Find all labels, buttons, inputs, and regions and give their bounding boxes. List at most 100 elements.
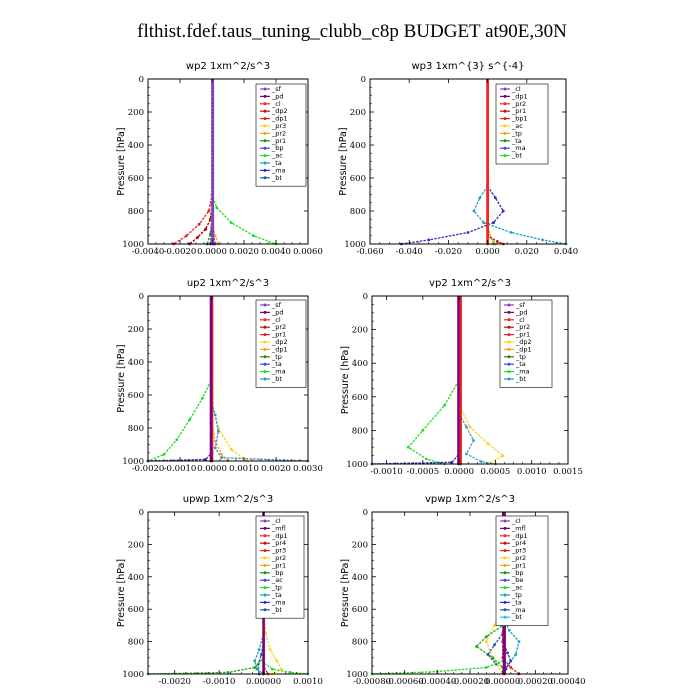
figure-title: flthist.fdef.taus_tuning_clubb_c8p BUDGE… [137, 21, 567, 42]
legend-marker [503, 556, 507, 560]
legend-marker [263, 377, 267, 381]
legend-marker [263, 526, 267, 530]
legend: _cl_dp1_pr2_pr1_bp1_ac_tp_ta_ma_bt [495, 83, 549, 165]
legend-entry: _bt [271, 174, 282, 182]
legend-entry: _tp [515, 353, 526, 361]
legend-marker [507, 355, 511, 359]
y-axis-label: Pressure [hPa] [338, 127, 349, 195]
legend-entry: _bp [271, 569, 284, 577]
legend-entry: _pr2 [511, 100, 526, 108]
legend-marker [507, 333, 511, 337]
legend-entry: _bp1 [511, 115, 528, 123]
legend-entry: _pr1 [511, 107, 526, 115]
legend-entry: _pr1 [271, 331, 286, 339]
data-point [264, 632, 268, 635]
x-tick-label: -0.0020 [158, 677, 191, 687]
legend-marker [263, 340, 267, 344]
y-tick-label: 0 [139, 508, 144, 518]
legend-marker [503, 534, 507, 538]
legend-entry: _pr2 [511, 554, 526, 562]
legend-marker [263, 318, 267, 322]
series-line [147, 296, 213, 462]
legend-marker [263, 549, 267, 553]
x-tick-label: -0.00060 [386, 677, 424, 687]
legend-marker [503, 94, 507, 98]
data-point [493, 643, 496, 647]
legend: _cl_mfl_dp1_pr4_pr3_pr2_pr1_bp_ac_tp_ta_… [255, 515, 305, 619]
x-tick-label: -0.0005 [407, 467, 440, 477]
y-tick-label: 0 [363, 508, 368, 518]
data-point [204, 227, 208, 231]
series-line [147, 512, 265, 675]
x-tick-label: 0.0000 [444, 467, 474, 477]
legend-marker [263, 563, 267, 567]
y-tick-label: 0 [139, 75, 144, 85]
data-point [197, 222, 201, 226]
legend-entry: _pd [271, 92, 284, 100]
y-tick-label: 1000 [122, 240, 144, 250]
x-tick-label: 0.0030 [293, 464, 323, 474]
legend-entry: _dp1 [515, 345, 532, 353]
legend-marker [263, 541, 267, 545]
legend-entry: _bp [511, 569, 524, 577]
y-tick-label: 400 [350, 141, 366, 151]
y-tick-label: 1000 [344, 240, 366, 250]
data-point [427, 238, 431, 242]
legend-entry: _bt [271, 606, 282, 614]
data-point [279, 667, 283, 671]
legend-box [255, 515, 305, 619]
data-point [507, 628, 511, 632]
data-point [253, 659, 257, 663]
x-tick-label: 0.0040 [261, 247, 291, 257]
data-point [255, 667, 259, 671]
legend-marker [503, 526, 507, 530]
y-tick-label: 0 [361, 75, 366, 85]
legend: _sf_pd_cl_dp2_dp1_pr3_pr2_pr1_bp_ac_ta_m… [255, 83, 307, 187]
legend-entry: _bt [515, 375, 526, 383]
legend-entry: _pr1 [271, 561, 286, 569]
x-tick-label: 0.0000 [197, 247, 227, 257]
legend-marker [263, 124, 267, 128]
legend-marker [503, 131, 507, 135]
data-point [450, 460, 454, 464]
y-axis-label: Pressure [hPa] [116, 559, 127, 627]
legend-marker [263, 534, 267, 538]
data-point [207, 209, 211, 213]
legend-entry: _tp [511, 591, 522, 599]
legend-marker [503, 600, 507, 604]
legend-entry: _cl [511, 517, 521, 525]
legend-entry: _pr1 [515, 331, 530, 339]
data-point [493, 624, 496, 627]
legend: _cl_mfl_dp1_pr4_pr3_pr2_pr1_bp_be_ac_tp_… [495, 515, 549, 626]
data-point [220, 453, 224, 456]
y-tick-label: 600 [352, 605, 368, 615]
series-line [189, 79, 213, 245]
legend-marker [503, 608, 507, 612]
data-point [494, 196, 497, 200]
legend-entry: _ma [511, 606, 526, 614]
x-tick-label: 0.020 [515, 247, 539, 257]
data-point [217, 429, 220, 433]
chart-panel: wp3 1xm^{3} s^{-4} Pressure [hPa] -0.060 -0… [338, 61, 578, 257]
x-tick-label: 0.0010 [517, 467, 547, 477]
legend-entry: _pr2 [271, 554, 286, 562]
x-tick-label: -0.0010 [203, 677, 236, 687]
legend-entry: _ma [271, 166, 286, 174]
y-tick-label: 600 [128, 605, 144, 615]
legend: _sf_pd_cl_pr2_pr1_dp2_dp1_tp_ta_ma_bt [499, 299, 553, 388]
data-point [468, 425, 472, 429]
legend-marker [263, 362, 267, 366]
data-point [252, 234, 256, 238]
legend-marker [503, 519, 507, 523]
legend-marker [263, 586, 267, 590]
legend-marker [503, 102, 507, 106]
legend-entry: _pr2 [515, 323, 530, 331]
y-axis-label: Pressure [hPa] [340, 346, 351, 414]
data-point [253, 666, 257, 669]
y-tick-label: 800 [128, 424, 144, 434]
legend-entry: _cl [515, 316, 525, 324]
x-tick-label: -0.0010 [164, 464, 197, 474]
x-tick-label: 0.00000 [246, 677, 281, 687]
data-point [185, 234, 188, 238]
